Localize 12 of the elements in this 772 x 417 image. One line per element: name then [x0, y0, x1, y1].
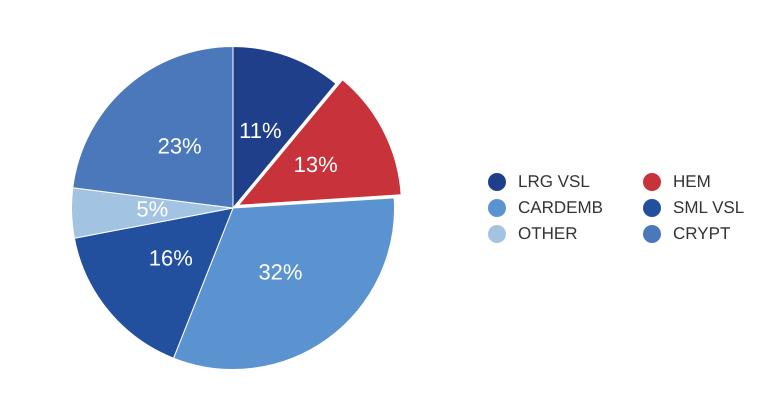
data-label: 23% — [158, 133, 202, 158]
legend-label: CRYPT — [673, 224, 730, 244]
legend-label: SML VSL — [673, 198, 744, 218]
legend-label: OTHER — [518, 224, 578, 244]
legend-label: LRG VSL — [518, 172, 590, 192]
data-label: 16% — [148, 246, 193, 271]
legend-label: HEM — [673, 172, 711, 192]
data-label: 11% — [239, 118, 282, 144]
legend-label: CARDEMB — [518, 198, 604, 218]
data-label: 32% — [258, 259, 302, 284]
data-label: 5% — [136, 196, 168, 222]
data-label: 13% — [294, 152, 338, 177]
